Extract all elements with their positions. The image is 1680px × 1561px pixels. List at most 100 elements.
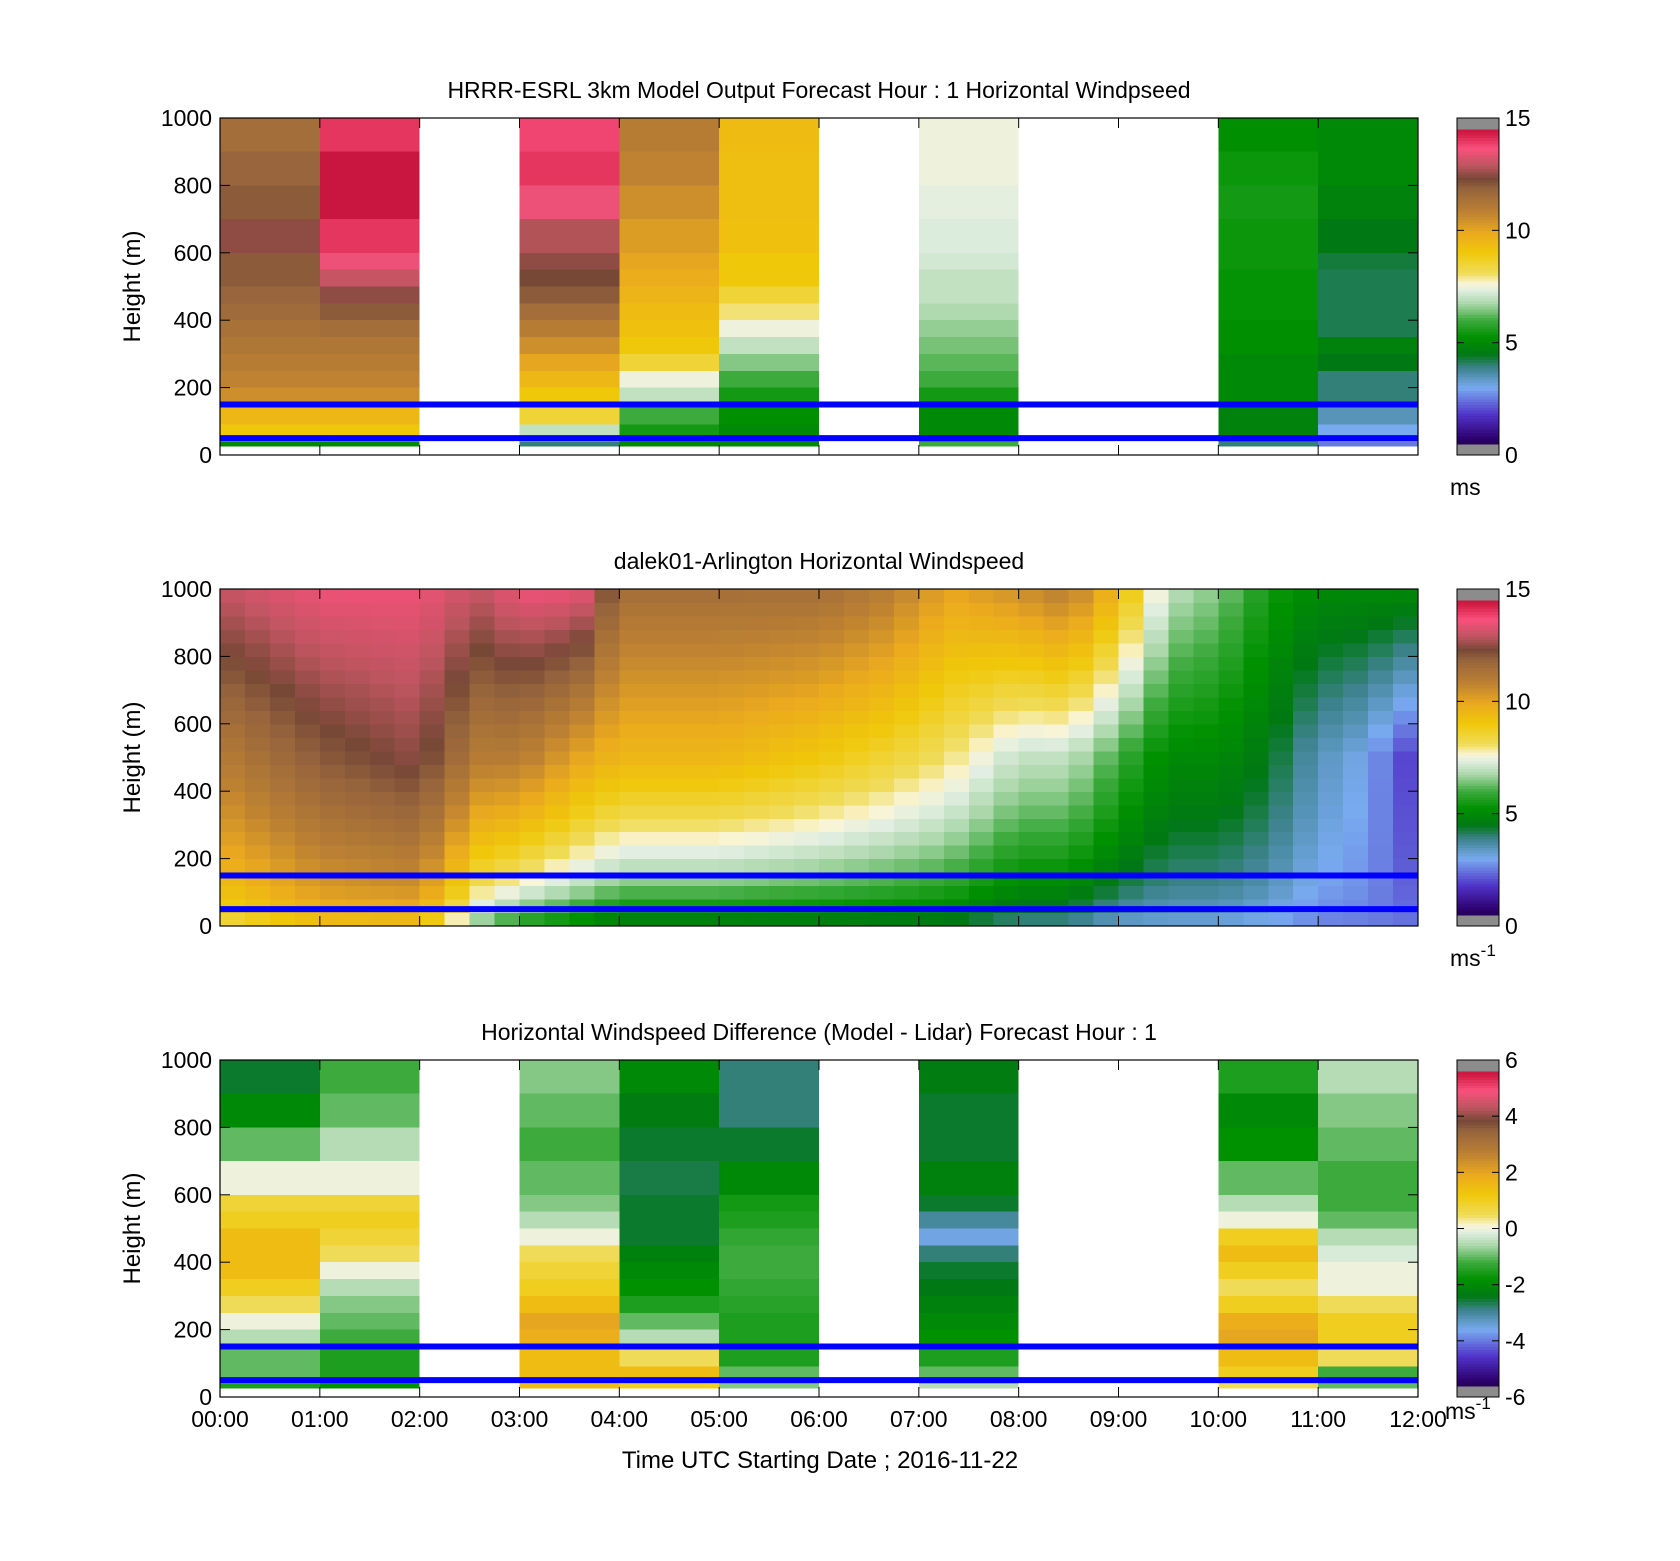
heatmap-cell <box>1218 629 1244 644</box>
heatmap-cell <box>494 737 521 752</box>
heatmap-cell <box>794 831 820 846</box>
heatmap-cell <box>294 845 321 860</box>
heatmap-cell <box>1068 615 1095 631</box>
colorbar-segment <box>1457 162 1499 167</box>
heatmap-cell <box>1143 912 1170 927</box>
heatmap-cell <box>893 602 920 617</box>
heatmap-cell <box>369 777 396 792</box>
heatmap-cell <box>819 737 845 752</box>
y-tick-label: 0 <box>199 442 212 468</box>
colorbar-segment <box>1457 662 1499 666</box>
colorbar-segment <box>1457 241 1499 245</box>
heatmap-cell <box>918 1262 1019 1280</box>
heatmap-cell <box>769 669 795 684</box>
panel-3: Horizontal Windspeed Difference (Model -… <box>119 1019 1526 1432</box>
heatmap-cell <box>544 791 571 806</box>
heatmap-cell <box>394 615 421 631</box>
heatmap-cell <box>918 1312 1019 1330</box>
heatmap-cell <box>1118 696 1145 711</box>
heatmap-cell <box>1068 696 1095 711</box>
heatmap-cell <box>220 669 246 684</box>
heatmap-cell <box>220 1279 320 1296</box>
heatmap-cell <box>394 818 421 833</box>
colorbar-segment <box>1457 132 1499 136</box>
heatmap-cell <box>1043 642 1070 657</box>
heatmap-cell <box>1218 750 1244 765</box>
heatmap-cell <box>1243 791 1269 806</box>
colorbar-segment <box>1457 440 1499 445</box>
heatmap-cell <box>1343 589 1369 604</box>
heatmap-cell <box>469 737 496 752</box>
colorbar-segment <box>1457 255 1499 259</box>
colorbar-segment <box>1457 639 1499 643</box>
heatmap-cell <box>544 669 571 684</box>
heatmap-cell <box>294 885 321 900</box>
colorbar-segment <box>1457 384 1499 389</box>
heatmap-cell <box>394 723 421 738</box>
heatmap-cell <box>719 589 745 604</box>
heatmap-cell <box>1218 1228 1319 1246</box>
heatmap-cell <box>1368 804 1394 819</box>
y-axis-label: Height (m) <box>119 230 146 342</box>
heatmap-cell <box>1118 737 1145 752</box>
heatmap-cell <box>943 885 970 900</box>
heatmap-cell <box>444 683 471 698</box>
heatmap-cell <box>918 286 1019 304</box>
heatmap-cell <box>893 831 920 846</box>
colorbar-segment <box>1457 233 1499 237</box>
heatmap-cell <box>1318 353 1418 371</box>
heatmap-cell <box>1343 831 1369 846</box>
heatmap-cell <box>918 642 945 657</box>
heatmap-cell <box>993 858 1020 873</box>
heatmap-cell <box>719 737 745 752</box>
heatmap-cell <box>719 1295 819 1313</box>
heatmap-cell <box>344 737 371 752</box>
heatmap-cell <box>394 629 421 644</box>
heatmap-cell <box>893 656 920 671</box>
colorbar-segment <box>1457 883 1499 888</box>
heatmap-cell <box>893 818 920 833</box>
colorbar-tick-label: -2 <box>1505 1272 1525 1298</box>
heatmap-cell <box>819 777 845 792</box>
heatmap-cell <box>569 858 595 873</box>
heatmap-cell <box>1268 683 1294 698</box>
heatmap-cell <box>1318 1279 1418 1296</box>
heatmap-cell <box>1218 723 1244 738</box>
heatmap-cell <box>1393 858 1419 873</box>
heatmap-cell <box>619 912 645 927</box>
heatmap-cell <box>644 615 670 631</box>
heatmap-cell <box>1068 723 1095 738</box>
colorbar-frame <box>1456 588 1500 927</box>
heatmap-cell <box>569 845 595 860</box>
heatmap-cell <box>1268 764 1294 779</box>
colorbar-segment <box>1457 1382 1499 1387</box>
x-tick-label: 10:00 <box>1190 1406 1248 1432</box>
heatmap-cell <box>1318 710 1344 725</box>
heatmap-cell <box>544 831 571 846</box>
heatmap-cell <box>444 858 471 873</box>
heatmap-cell <box>344 696 371 711</box>
colorbar-segment <box>1457 833 1499 837</box>
heatmap-cell <box>294 656 321 671</box>
heatmap-cell <box>1218 818 1244 833</box>
colorbar-segment <box>1457 726 1499 730</box>
heatmap-cell <box>794 737 820 752</box>
heatmap-cell <box>1118 804 1145 819</box>
heatmap-cell <box>918 387 1019 405</box>
heatmap-cell <box>993 777 1020 792</box>
heatmap-cell <box>918 737 945 752</box>
heatmap-cell <box>1218 615 1244 631</box>
heatmap-cell <box>744 696 770 711</box>
heatmap-cell <box>319 764 346 779</box>
heatmap-cell <box>1193 737 1219 752</box>
heatmap-cell <box>369 831 396 846</box>
colorbar-segment <box>1457 788 1499 792</box>
heatmap-cell <box>868 831 895 846</box>
colorbar-segment <box>1457 1234 1499 1238</box>
heatmap-cell <box>1093 858 1120 873</box>
heatmap-cell <box>220 1228 320 1246</box>
heatmap-cell <box>1168 669 1194 684</box>
heatmap-cell <box>519 1383 620 1389</box>
heatmap-cell <box>569 831 595 846</box>
heatmap-cell <box>644 696 670 711</box>
